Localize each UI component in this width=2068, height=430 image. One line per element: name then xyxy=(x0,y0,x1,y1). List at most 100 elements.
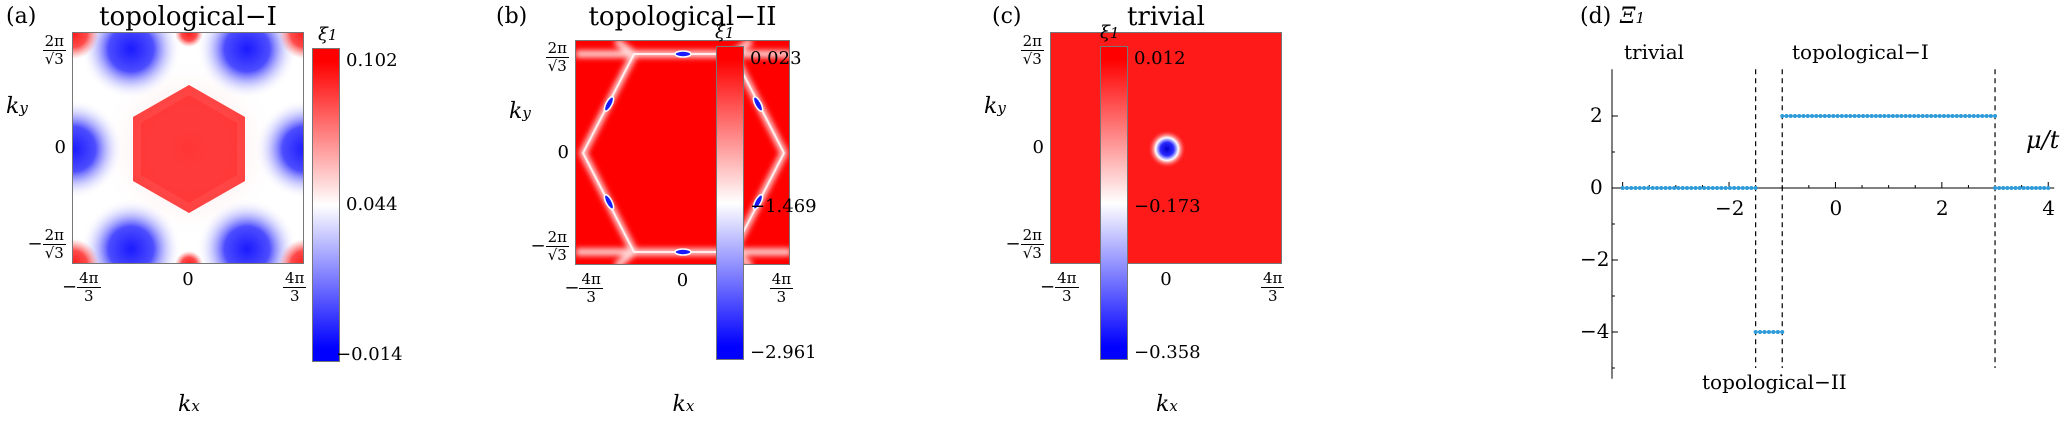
data-point xyxy=(1878,114,1883,118)
colorbar xyxy=(716,46,744,360)
data-point xyxy=(1886,114,1891,118)
data-point xyxy=(1745,186,1750,190)
data-point xyxy=(1667,186,1672,190)
data-point xyxy=(1929,114,1934,118)
y-axis-label: ky xyxy=(6,94,28,119)
data-point xyxy=(1869,114,1874,118)
data-point xyxy=(2033,186,2038,190)
y-tick-label: −2π √3 xyxy=(530,228,569,264)
data-point xyxy=(1715,186,1720,190)
x-tick-label: 4π 3 xyxy=(769,270,794,306)
data-point xyxy=(2013,186,2018,190)
data-point xyxy=(1899,114,1904,118)
data-point xyxy=(1967,114,1972,118)
data-point xyxy=(1727,186,1732,190)
data-point xyxy=(2025,186,2030,190)
panel-b: (b) topological−II xyxy=(496,0,990,430)
data-point xyxy=(1753,330,1758,334)
data-point xyxy=(1954,114,1959,118)
y-tick-label: 0 xyxy=(1032,137,1044,158)
colorbar xyxy=(312,48,340,362)
data-point xyxy=(1693,186,1698,190)
y-tick-label: 0 xyxy=(54,137,66,158)
data-point xyxy=(1903,114,1908,118)
data-point xyxy=(1766,330,1771,334)
x-tick-label: −2 xyxy=(1715,196,1745,220)
data-point xyxy=(1775,330,1780,334)
data-point xyxy=(1827,114,1832,118)
x-axis-label: kx xyxy=(178,392,200,417)
x-tick-label: 0 xyxy=(1829,196,1843,220)
colorbar-tick-mid: 0.044 xyxy=(346,194,398,215)
data-point xyxy=(1831,114,1836,118)
x-tick-label: 4 xyxy=(2042,196,2055,220)
data-point xyxy=(1848,114,1853,118)
y-tick-label: 0 xyxy=(1590,175,1603,199)
y-tick-label: 2 xyxy=(1590,103,1603,127)
panel-label: (d) xyxy=(1580,4,1612,29)
panel-d: (d) Ξ1 trivial topological−I topological… xyxy=(1580,0,2068,430)
data-point xyxy=(1856,114,1861,118)
heatmap-plot xyxy=(1050,32,1282,264)
data-point xyxy=(1697,186,1702,190)
data-point xyxy=(1624,186,1629,190)
x-axis-label: kx xyxy=(672,392,695,417)
data-point xyxy=(1865,114,1870,118)
data-point xyxy=(1988,114,1993,118)
y-tick-label: −2 xyxy=(1580,247,1610,271)
data-point xyxy=(2042,186,2047,190)
plot-title: topological−I xyxy=(99,2,277,32)
data-point xyxy=(2029,186,2034,190)
colorbar-tick-max: 0.012 xyxy=(1134,48,1186,69)
heatmap-image xyxy=(1051,33,1281,263)
data-point xyxy=(1780,330,1785,334)
data-point xyxy=(1702,186,1707,190)
x-tick-label: 0 xyxy=(182,269,194,290)
data-point xyxy=(1818,114,1823,118)
y-axis-label: ky xyxy=(984,94,1006,119)
data-point xyxy=(1684,186,1689,190)
data-point xyxy=(1814,114,1819,118)
data-point xyxy=(1980,114,1985,118)
data-point xyxy=(1793,114,1798,118)
data-point xyxy=(1719,186,1724,190)
scatter-plot xyxy=(1611,69,2055,379)
data-point xyxy=(1736,186,1741,190)
data-point xyxy=(2001,186,2006,190)
region-label-topological-i: topological−I xyxy=(1792,40,1929,64)
data-point xyxy=(1797,114,1802,118)
x-axis-label: kx xyxy=(1156,392,1178,417)
data-point xyxy=(1810,114,1815,118)
panel-a: (a) topological−I ξ1 0 xyxy=(0,0,500,430)
heatmap-image xyxy=(73,33,303,263)
data-point xyxy=(1924,114,1929,118)
data-point xyxy=(1758,330,1763,334)
y-tick-label: 2π √3 xyxy=(42,31,66,68)
x-tick-label: 2 xyxy=(1935,196,1949,220)
data-point xyxy=(1680,186,1685,190)
data-point xyxy=(1976,114,1981,118)
data-point xyxy=(1890,114,1895,118)
data-point xyxy=(1993,114,1998,118)
data-point xyxy=(1984,114,1989,118)
data-point xyxy=(1723,186,1728,190)
y-axis-label: Ξ1 xyxy=(1620,4,1646,29)
data-point xyxy=(1659,186,1664,190)
data-point xyxy=(1633,186,1638,190)
data-point xyxy=(1912,114,1917,118)
x-tick-label: 0 xyxy=(676,270,689,291)
panel-label: (b) xyxy=(496,4,528,29)
y-tick-label: −2π √3 xyxy=(1005,226,1044,263)
data-point xyxy=(1895,114,1900,118)
data-point xyxy=(1916,114,1921,118)
data-point xyxy=(1629,186,1634,190)
data-point xyxy=(1706,186,1711,190)
data-point xyxy=(1780,114,1785,118)
data-point xyxy=(1873,114,1878,118)
data-point xyxy=(1650,186,1655,190)
data-point xyxy=(2005,186,2010,190)
data-point xyxy=(1835,114,1840,118)
data-point xyxy=(2017,186,2022,190)
data-point xyxy=(1882,114,1887,118)
colorbar-tick-max: 0.102 xyxy=(346,50,398,71)
